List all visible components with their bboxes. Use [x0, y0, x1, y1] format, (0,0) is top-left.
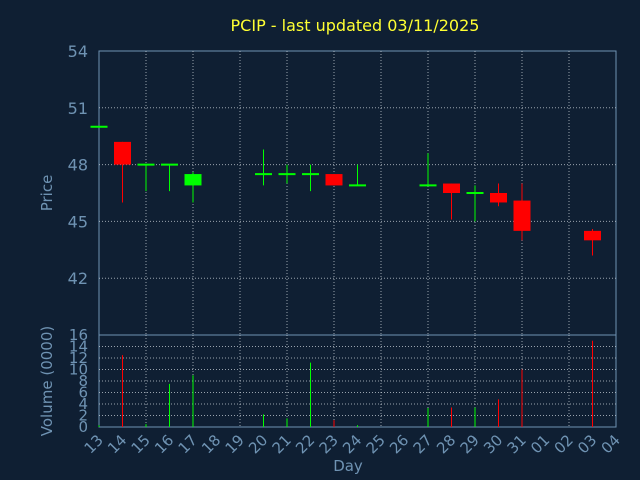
x-axis-ticks: 1314151617181920212223242526272829303101…	[81, 431, 624, 457]
candle-body	[584, 230, 601, 241]
volume-y-tick-label: 10	[69, 361, 88, 379]
candle-body	[184, 174, 202, 186]
volume-y-tick-label: 8	[78, 372, 88, 390]
x-tick-label: 16	[151, 431, 177, 457]
price-y-tick-label: 48	[68, 156, 88, 175]
x-tick-label: 21	[269, 431, 295, 457]
volume-y-tick-label: 4	[78, 395, 88, 413]
price-y-tick-label: 45	[68, 212, 88, 231]
volume-y-tick-label: 12	[69, 349, 88, 367]
chart-title: PCIP - last updated 03/11/2025	[231, 16, 480, 35]
candle-body	[513, 200, 531, 231]
x-tick-label: 01	[527, 431, 553, 457]
x-tick-label: 14	[104, 431, 130, 457]
price-grid	[99, 51, 616, 335]
x-tick-label: 30	[480, 431, 506, 457]
price-axis-label: Price	[38, 175, 56, 212]
x-tick-label: 27	[410, 431, 436, 457]
volume-y-tick-label: 14	[69, 338, 88, 356]
volume-bars	[98, 340, 593, 427]
x-tick-label: 23	[316, 431, 342, 457]
candle-body	[325, 174, 343, 186]
x-tick-label: 15	[128, 431, 154, 457]
candle-body	[114, 141, 131, 165]
x-tick-label: 18	[198, 431, 224, 457]
x-tick-label: 24	[339, 431, 365, 457]
x-tick-label: 17	[175, 431, 201, 457]
x-tick-label: 26	[386, 431, 412, 457]
x-tick-label: 22	[292, 431, 318, 457]
x-tick-label: 28	[433, 431, 459, 457]
price-y-tick-label: 54	[68, 42, 88, 61]
x-tick-label: 19	[222, 431, 248, 457]
x-tick-label: 29	[457, 431, 483, 457]
volume-y-tick-label: 0	[78, 418, 88, 436]
volume-axis-label: Volume (0000)	[38, 326, 56, 436]
x-tick-label: 03	[574, 431, 600, 457]
x-tick-label: 20	[245, 431, 271, 457]
x-axis-label: Day	[333, 457, 363, 475]
candle-body	[490, 193, 507, 203]
price-y-tick-label: 42	[68, 269, 88, 288]
volume-y-tick-label: 2	[78, 407, 88, 425]
price-panel-frame	[98, 50, 617, 336]
volume-y-tick-label: 6	[78, 384, 88, 402]
volume-grid	[99, 335, 616, 427]
candle-body	[443, 183, 460, 193]
x-tick-label: 31	[504, 431, 530, 457]
price-y-ticks: 54 51 48 45 42	[68, 42, 88, 288]
x-tick-label: 25	[363, 431, 389, 457]
volume-y-tick-label: 16	[69, 326, 88, 344]
x-tick-label: 02	[551, 431, 577, 457]
price-candles	[90, 125, 601, 256]
x-tick-label: 04	[598, 431, 624, 457]
price-y-tick-label: 51	[68, 99, 88, 118]
